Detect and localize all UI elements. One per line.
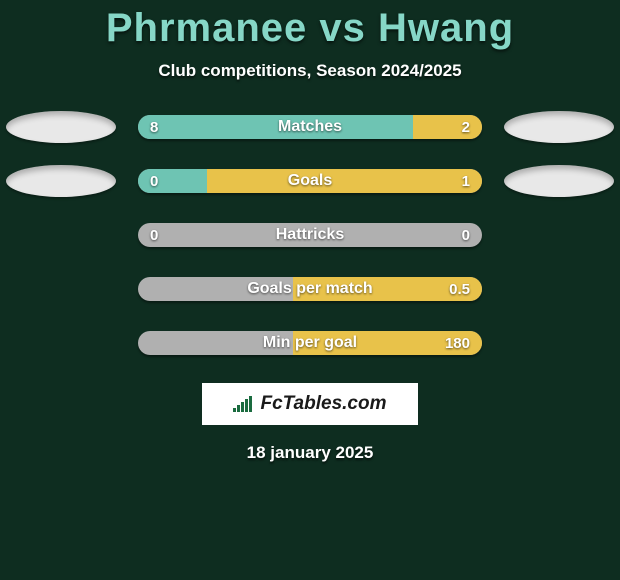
brand-bars-icon — [233, 396, 252, 412]
stat-label: Min per goal — [138, 331, 482, 355]
brand-badge: FcTables.com — [202, 383, 418, 425]
stat-bar: Hattricks0 0 — [138, 223, 482, 247]
subtitle: Club competitions, Season 2024/2025 — [158, 61, 461, 81]
stat-value-right: 0 — [462, 223, 470, 247]
stat-label: Matches — [138, 115, 482, 139]
stat-bar: Min per goal180 — [138, 331, 482, 355]
stat-value-right: 1 — [462, 169, 470, 193]
stat-row: Goals0 1 — [0, 165, 620, 197]
stat-label: Goals per match — [138, 277, 482, 301]
stat-value-right: 180 — [445, 331, 470, 355]
stat-row: Goals per match0.5 — [0, 273, 620, 305]
stat-bar: Goals per match0.5 — [138, 277, 482, 301]
stat-value-left: 0 — [150, 169, 158, 193]
right-oval — [504, 165, 614, 197]
stat-value-left: 0 — [150, 223, 158, 247]
date-label: 18 january 2025 — [247, 443, 374, 463]
brand-text: FcTables.com — [260, 393, 386, 415]
stat-label: Hattricks — [138, 223, 482, 247]
right-oval — [504, 111, 614, 143]
stat-row: Matches8 2 — [0, 111, 620, 143]
stat-row: Hattricks0 0 — [0, 219, 620, 251]
left-oval — [6, 111, 116, 143]
stat-value-left: 8 — [150, 115, 158, 139]
stat-value-right: 0.5 — [449, 277, 470, 301]
left-oval — [6, 165, 116, 197]
stat-bar: Goals0 1 — [138, 169, 482, 193]
stats-container: Matches82Goals01Hattricks00Goals per mat… — [0, 111, 620, 359]
stat-row: Min per goal180 — [0, 327, 620, 359]
stat-label: Goals — [138, 169, 482, 193]
stat-value-right: 2 — [462, 115, 470, 139]
page-title: Phrmanee vs Hwang — [106, 6, 514, 51]
stat-bar: Matches8 2 — [138, 115, 482, 139]
infographic: Phrmanee vs Hwang Club competitions, Sea… — [0, 0, 620, 580]
